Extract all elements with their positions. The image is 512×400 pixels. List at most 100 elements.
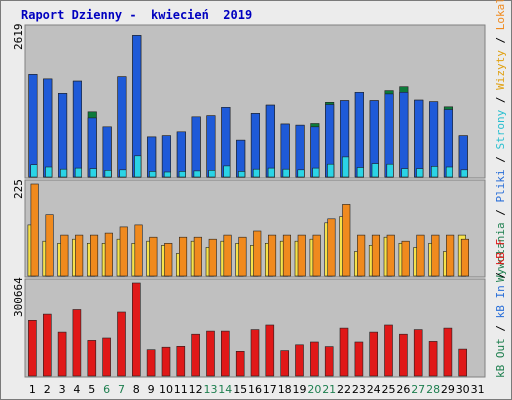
tick-label-day-24: 24: [367, 383, 381, 396]
bar-sites-day-7: [119, 226, 128, 277]
bar-pages-day-29: [445, 166, 454, 178]
bar-kbf-day-30: [458, 348, 468, 377]
bar-sites-day-11: [179, 236, 188, 277]
bar-pages-day-6: [104, 170, 112, 178]
tick-label-day-5: 5: [88, 383, 95, 396]
tick-label-day-3: 3: [59, 383, 66, 396]
bar-pages-day-12: [193, 170, 201, 178]
legend-bottom-part-3: /: [494, 265, 507, 286]
bar-pages-day-8: [134, 155, 142, 178]
ymax-label-kbytes: 300664: [12, 277, 25, 317]
bar-files-day-1: [28, 74, 38, 178]
bar-kbf-day-3: [57, 331, 67, 377]
bar-kbf-day-18: [280, 350, 290, 377]
bar-kbf-day-17: [265, 324, 275, 377]
bar-kbf-day-15: [235, 350, 245, 377]
legend-top-part-2: Pliki: [494, 169, 507, 203]
bar-files-day-19: [295, 124, 305, 178]
bar-pages-day-21: [327, 163, 335, 178]
legend-top-part-1: /: [494, 202, 507, 223]
legend-bottom-part-0: kB Out: [494, 338, 507, 378]
bar-kbf-day-29: [443, 327, 453, 377]
tick-label-day-6: 6: [103, 383, 110, 396]
tick-label-day-20: 20: [307, 383, 321, 396]
bar-kbf-day-10: [161, 346, 171, 377]
tick-label-day-21: 21: [322, 383, 336, 396]
bar-sites-day-27: [416, 234, 425, 277]
bar-sites-day-26: [401, 240, 410, 277]
page-title: Raport Dzienny - kwiecień 2019: [21, 8, 253, 22]
bar-files-day-28: [428, 101, 439, 178]
bar-pages-day-27: [416, 168, 424, 178]
tick-label-day-14: 14: [218, 383, 232, 396]
bar-files-day-23: [354, 92, 364, 178]
legend-bottom: kB Out / kB In / kB F: [494, 239, 507, 378]
bar-kbf-day-4: [72, 309, 82, 377]
bar-files-day-2: [43, 78, 53, 178]
bar-files-day-5: [87, 117, 97, 178]
bar-pages-day-19: [297, 169, 305, 178]
bar-sites-day-8: [134, 224, 143, 277]
bar-sites-day-6: [104, 232, 113, 277]
bar-kbf-day-24: [369, 331, 379, 377]
bar-kbf-day-25: [384, 324, 393, 377]
bar-files-day-13: [206, 115, 216, 178]
bar-sites-day-9: [149, 236, 158, 277]
tick-label-day-10: 10: [159, 383, 173, 396]
legend-top-part-3: /: [494, 149, 507, 170]
tick-label-day-16: 16: [248, 383, 262, 396]
bar-kbf-day-9: [146, 349, 156, 377]
tick-label-day-27: 27: [411, 383, 425, 396]
tick-label-day-22: 22: [337, 383, 351, 396]
bar-kbf-day-19: [295, 344, 304, 377]
tick-label-day-12: 12: [189, 383, 203, 396]
legend-top-part-5: /: [494, 89, 507, 110]
tick-label-day-28: 28: [426, 383, 440, 396]
bar-kbf-day-20: [310, 341, 319, 377]
ymax-label-hits: 2619: [12, 23, 25, 51]
tick-label-day-29: 29: [441, 383, 455, 396]
bar-pages-day-23: [356, 167, 364, 178]
bar-kbf-day-22: [339, 327, 349, 377]
bar-sites-day-23: [357, 234, 366, 277]
bar-files-day-17: [265, 104, 275, 178]
bar-files-day-4: [72, 80, 82, 178]
bar-sites-day-17: [267, 234, 277, 277]
bar-pages-day-10: [163, 171, 171, 178]
bar-pages-day-16: [252, 168, 260, 178]
bar-sites-day-29: [446, 234, 455, 277]
bar-kbf-day-13: [206, 330, 215, 377]
bar-sites-day-16: [253, 230, 262, 277]
bar-sites-day-4: [75, 234, 84, 277]
tick-label-day-26: 26: [396, 383, 410, 396]
bar-files-day-27: [414, 99, 424, 178]
tick-label-day-31: 31: [471, 383, 485, 396]
bar-sites-day-12: [193, 236, 202, 277]
bar-pages-day-2: [45, 166, 53, 178]
bar-sites-day-28: [431, 234, 440, 277]
tick-label-day-7: 7: [118, 383, 125, 396]
bar-files-day-6: [102, 126, 112, 178]
bar-sites-day-3: [60, 234, 69, 277]
bar-sites-day-22: [342, 204, 351, 277]
tick-label-day-1: 1: [29, 383, 36, 396]
legend-top-part-6: Wizyty: [494, 50, 507, 90]
bar-files-day-12: [191, 116, 201, 178]
bar-kbf-day-6: [102, 337, 111, 377]
bar-pages-day-1: [30, 164, 38, 178]
bar-sites-day-10: [164, 243, 173, 277]
bar-sites-day-15: [238, 236, 247, 277]
bar-pages-day-9: [149, 171, 157, 178]
bar-pages-day-25: [386, 163, 394, 178]
legend-top-part-4: Strony: [494, 109, 507, 150]
tick-label-day-30: 30: [456, 383, 470, 396]
bar-pages-day-30: [460, 169, 468, 178]
bar-kbf-day-1: [28, 319, 37, 377]
bar-sites-day-24: [371, 234, 381, 277]
bar-pages-day-5: [89, 168, 97, 178]
bar-sites-day-20: [312, 234, 321, 277]
bar-files-day-10: [161, 135, 171, 178]
bar-pages-day-14: [223, 165, 231, 178]
tick-label-day-11: 11: [174, 383, 188, 396]
